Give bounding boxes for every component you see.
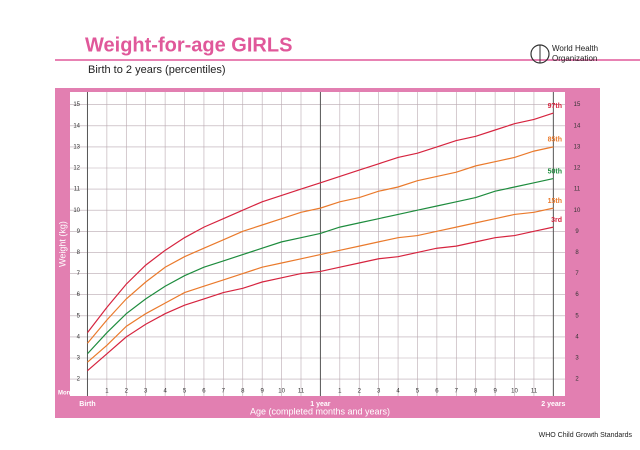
y-tick-label-right: 14 — [574, 123, 581, 129]
y-tick-label: 15 — [73, 102, 80, 108]
y-tick-label: 13 — [73, 144, 80, 150]
logo: World Health Organization — [530, 44, 598, 64]
x-tick-label: 1 year — [310, 401, 331, 408]
x-unit-label: Months — [58, 391, 80, 397]
x-tick-label: 9 — [493, 389, 497, 395]
x-tick-label: 1 — [105, 389, 109, 395]
percentile-line — [87, 226, 554, 372]
x-axis-title: Age (completed months and years) — [250, 406, 390, 416]
chart-title: Weight-for-age GIRLS — [85, 34, 292, 56]
footer: WHO Child Growth Standards — [539, 432, 633, 439]
percentile-line — [87, 177, 554, 355]
logo-text: World Health — [552, 44, 598, 53]
y-tick-label: 2 — [77, 377, 81, 383]
x-tick-label: 11 — [298, 389, 305, 395]
x-tick-label: 6 — [435, 389, 439, 395]
y-tick-label: 8 — [77, 250, 81, 256]
y-tick-label-right: 13 — [574, 144, 581, 150]
x-tick-label: 10 — [511, 389, 518, 395]
y-tick-label-right: 7 — [575, 271, 579, 277]
chart-subtitle: Birth to 2 years (percentiles) — [88, 64, 226, 76]
series-label: 85th — [548, 137, 562, 144]
x-tick-label: 4 — [396, 389, 400, 395]
x-tick-label: 2 — [125, 389, 129, 395]
y-tick-label-right: 6 — [575, 292, 579, 298]
y-tick-label: 14 — [73, 123, 80, 129]
x-tick-label: 2 years — [541, 401, 565, 408]
x-tick-label: 1 — [338, 389, 342, 395]
x-tick-label: 5 — [183, 389, 187, 395]
y-tick-label: 7 — [77, 271, 81, 277]
percentile-line — [87, 207, 554, 363]
logo-text: Organization — [552, 54, 597, 63]
x-tick-label: 10 — [278, 389, 285, 395]
series-label: 97th — [548, 103, 562, 110]
y-tick-label-right: 15 — [574, 102, 581, 108]
y-tick-label-right: 2 — [575, 377, 579, 383]
x-tick-label: 4 — [163, 389, 167, 395]
x-tick-label: Birth — [79, 401, 95, 408]
x-tick-label: 11 — [531, 389, 538, 395]
y-tick-label: 3 — [77, 356, 81, 362]
y-tick-label: 5 — [77, 313, 81, 319]
percentile-line — [87, 146, 554, 344]
y-tick-label-right: 4 — [575, 334, 579, 340]
y-tick-label: 4 — [77, 334, 81, 340]
y-axis-title: Weight (kg) — [57, 221, 67, 267]
plot-area — [70, 92, 565, 396]
y-tick-label-right: 5 — [575, 313, 579, 319]
y-tick-label: 6 — [77, 292, 81, 298]
y-tick-label: 12 — [73, 166, 80, 172]
series-label: 50th — [548, 168, 562, 175]
x-tick-label: 2 — [358, 389, 362, 395]
x-tick-label: 6 — [202, 389, 206, 395]
percentile-line — [86, 112, 554, 334]
y-tick-label-right: 3 — [575, 356, 579, 362]
series-label: 15th — [548, 198, 562, 205]
y-tick-label-right: 8 — [575, 250, 579, 256]
x-tick-label: 5 — [416, 389, 420, 395]
y-tick-label-right: 9 — [575, 229, 579, 235]
y-tick-label-right: 12 — [574, 166, 581, 172]
x-tick-label: 8 — [241, 389, 245, 395]
x-tick-label: 9 — [261, 389, 265, 395]
series-label: 3rd — [551, 217, 562, 224]
y-tick-label-right: 10 — [574, 208, 581, 214]
y-tick-label: 9 — [77, 229, 81, 235]
x-tick-label: 7 — [455, 389, 459, 395]
y-tick-label-right: 11 — [574, 187, 581, 193]
x-tick-label: 3 — [144, 389, 148, 395]
x-tick-label: 7 — [222, 389, 226, 395]
y-tick-label: 11 — [74, 187, 81, 193]
x-tick-label: 3 — [377, 389, 381, 395]
y-tick-label: 10 — [73, 208, 80, 214]
x-tick-label: 8 — [474, 389, 478, 395]
